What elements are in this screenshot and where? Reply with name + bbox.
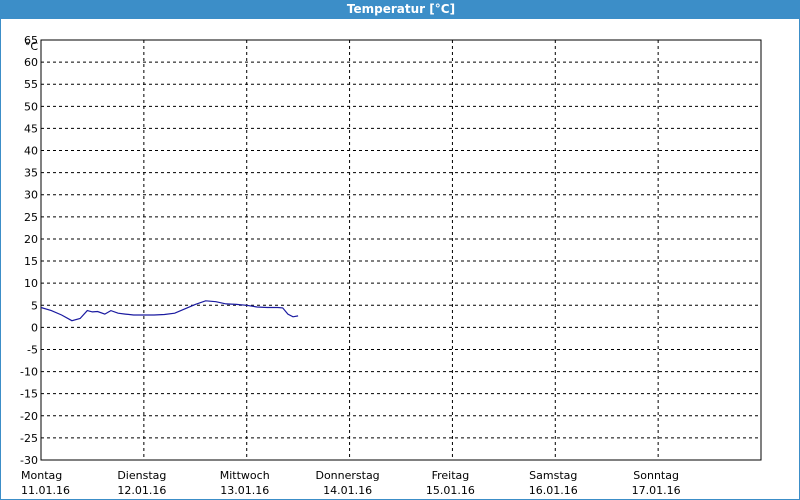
x-day-label: Samstag [529, 469, 577, 482]
temperature-series-line [40, 300, 299, 322]
x-day-label: Freitag [432, 469, 470, 482]
x-date-label: 15.01.16 [426, 484, 475, 497]
y-tick-label: 45 [24, 122, 38, 135]
grid [41, 39, 761, 460]
y-tick-label: 20 [24, 233, 38, 246]
x-day-label: Donnerstag [315, 469, 379, 482]
y-tick-label: -30 [20, 454, 38, 467]
y-tick-label: 60 [24, 56, 38, 69]
y-tick-label: 30 [24, 189, 38, 202]
x-date-label: 11.01.16 [21, 484, 70, 497]
y-tick-label: 65 [24, 34, 38, 47]
x-date-label: 14.01.16 [323, 484, 372, 497]
y-tick-label: 50 [24, 100, 38, 113]
y-tick-label: -20 [20, 410, 38, 423]
x-date-label: 12.01.16 [117, 484, 166, 497]
x-day-label: Montag [21, 469, 62, 482]
y-tick-label: 25 [24, 211, 38, 224]
y-tick-label: -25 [20, 432, 38, 445]
chart-title: Temperatur [°C] [1, 0, 800, 19]
y-tick-label: 10 [24, 277, 38, 290]
y-tick-label: 55 [24, 78, 38, 91]
axes: 65605550454035302520151050-5-10-15-20-25… [20, 34, 762, 497]
y-tick-label: -15 [20, 388, 38, 401]
y-tick-label: 15 [24, 255, 38, 268]
plot-frame [40, 39, 762, 461]
y-tick-label: 40 [24, 145, 38, 158]
y-tick-label: 0 [31, 321, 38, 334]
series-layer [40, 300, 299, 322]
y-tick-label: -5 [27, 343, 38, 356]
x-day-label: Dienstag [117, 469, 166, 482]
x-date-label: 17.01.16 [632, 484, 681, 497]
y-tick-label: 5 [31, 299, 38, 312]
x-date-label: 13.01.16 [220, 484, 269, 497]
y-axis-unit-label: °C [25, 40, 39, 53]
x-day-label: Sonntag [633, 469, 679, 482]
x-day-label: Mittwoch [220, 469, 270, 482]
y-tick-label: -10 [20, 366, 38, 379]
x-date-label: 16.01.16 [529, 484, 578, 497]
y-tick-label: 35 [24, 167, 38, 180]
